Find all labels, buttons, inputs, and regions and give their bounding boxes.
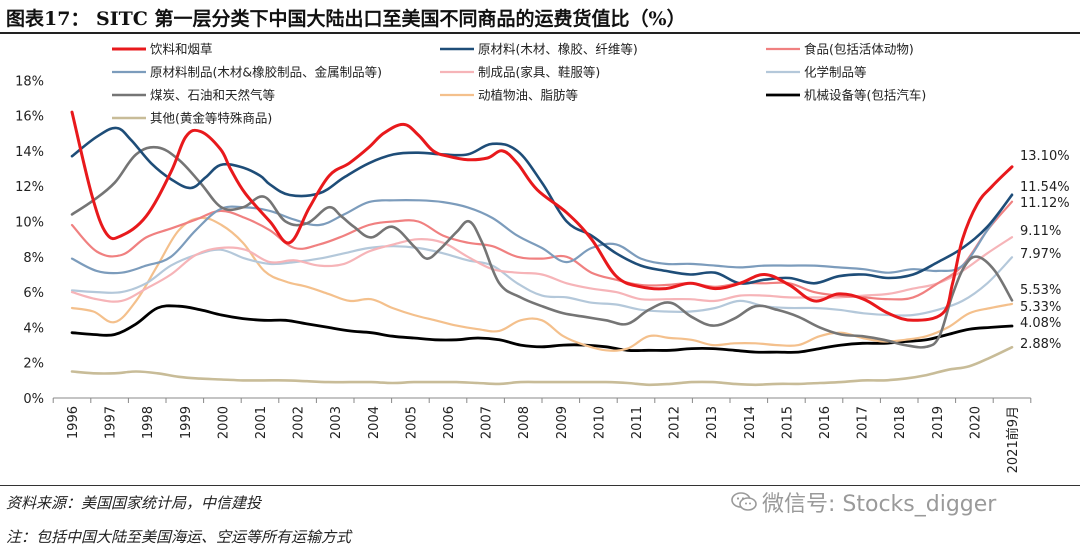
series-line [70, 126, 1014, 285]
series-line [70, 145, 1014, 349]
end-value-label: 5.53% [1020, 283, 1061, 298]
legend-label: 其他(黄金等特殊商品) [150, 111, 272, 126]
legend-label: 原材料(木材、橡胶、纤维等) [478, 42, 638, 57]
legend: 饮料和烟草 原材料(木材、橡胶、纤维等) 食品(包括活体动物) 原材料制品(木材&橡胶… [112, 42, 926, 126]
x-tick-label: 2010 [592, 406, 607, 439]
page-title: 图表17： SITC 第一层分类下中国大陆出口至美国不同商品的运费货值比（%） [6, 8, 686, 30]
watermark: 微信号: Stocks_digger [730, 486, 996, 518]
series-line [70, 193, 1014, 275]
x-tick-label: 2011 [630, 406, 645, 439]
legend-label: 饮料和烟草 [150, 42, 213, 57]
x-tick-label: 2017 [856, 406, 871, 439]
y-tick-label: 16% [15, 110, 44, 125]
y-tick-label: 10% [15, 216, 44, 231]
y-tick-label: 4% [23, 321, 44, 336]
footnote: 注：包括中国大陆至美国海运、空运等所有运输方式 [6, 528, 352, 546]
watermark-text: 微信号: Stocks_digger [762, 492, 997, 517]
x-tick-label: 2003 [329, 406, 344, 439]
x-tick-label: 2004 [367, 406, 382, 439]
legend-label: 化学制品等 [804, 65, 867, 80]
end-value-label: 9.11% [1020, 224, 1061, 239]
series-line [70, 245, 1014, 317]
x-axis [52, 397, 1032, 403]
title-row: 图表17： SITC 第一层分类下中国大陆出口至美国不同商品的运费货值比（%） [0, 0, 1080, 34]
x-tick-label: 2014 [743, 406, 758, 439]
end-value-label: 7.97% [1020, 247, 1061, 262]
wechat-icon [731, 492, 757, 511]
x-tick-label: 2016 [818, 406, 833, 439]
x-tick-label: 2009 [555, 406, 570, 439]
y-tick-label: 14% [15, 145, 44, 160]
x-tick-label: 2008 [517, 406, 532, 439]
series-line [70, 216, 1014, 352]
y-tick-label: 2% [23, 357, 44, 372]
x-tick-label: 2019 [931, 406, 946, 439]
y-axis-ticks: 0% 2% 4% 6% 8% 10% 12% 14% 16% 18% [15, 74, 44, 407]
end-value-label: 11.12% [1020, 196, 1070, 211]
y-tick-label: 0% [23, 392, 44, 407]
footer-divider [0, 485, 1080, 486]
legend-label: 动植物油、脂肪等 [478, 88, 578, 103]
x-tick-label: 2013 [705, 406, 720, 439]
end-value-label: 11.54% [1020, 180, 1070, 195]
x-tick-label: 2000 [216, 406, 231, 439]
y-tick-label: 6% [23, 286, 44, 301]
x-tick-label: 2001 [254, 406, 269, 439]
line-chart: 0%2%4%6%8%10%12%14%16%18% 1996 1997 1998 19… [15, 42, 1070, 474]
y-tick-label: 12% [15, 180, 44, 195]
legend-label: 食品(包括活体动物) [804, 42, 914, 57]
end-value-label: 2.88% [1020, 337, 1061, 352]
x-tick-label: 2006 [442, 406, 457, 439]
x-tick-label: 1997 [104, 406, 119, 439]
legend-label: 制成品(家具、鞋服等) [478, 65, 600, 80]
y-tick-label: 8% [23, 251, 44, 266]
x-axis-ticks: 1996 1997 1998 1999 2000 2001 2002 2003 2004 2005… [66, 406, 1021, 473]
legend-label: 原材料制品(木材&橡胶制品、金属制品等) [150, 65, 382, 80]
end-value-label: 5.33% [1020, 300, 1061, 315]
x-tick-label: 2018 [893, 406, 908, 439]
x-tick-label: 2020 [968, 406, 983, 439]
x-tick-label: 2002 [292, 406, 307, 439]
series-line [70, 345, 1014, 387]
title-divider [0, 32, 1080, 34]
legend-label: 机械设备等(包括汽车) [804, 88, 926, 103]
x-tick-label: 2021前9月 [1005, 406, 1021, 473]
series-line [70, 304, 1014, 354]
x-tick-label: 2007 [480, 406, 495, 439]
end-value-labels: 13.10% 11.54%11.12% 9.11% 7.97% 5.53% 5.33%4.… [1020, 149, 1070, 352]
series-line [70, 110, 1014, 322]
end-value-label: 13.10% [1020, 149, 1070, 164]
x-tick-label: 1998 [141, 406, 156, 439]
end-value-label: 4.08% [1020, 316, 1061, 331]
x-tick-label: 1999 [179, 406, 194, 439]
x-tick-label: 2012 [668, 406, 683, 439]
y-tick-label: 18% [15, 74, 44, 89]
x-tick-label: 2015 [780, 406, 795, 439]
series-lines [70, 110, 1014, 387]
x-tick-label: 1996 [66, 406, 81, 439]
x-tick-label: 2005 [404, 406, 419, 439]
legend-label: 煤炭、石油和天然气等 [150, 88, 275, 103]
source-note: 资料来源：美国国家统计局，中信建投 [6, 494, 262, 512]
